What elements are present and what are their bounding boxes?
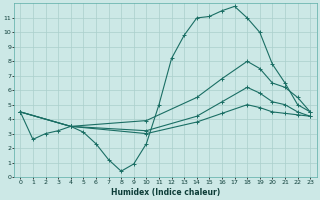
- X-axis label: Humidex (Indice chaleur): Humidex (Indice chaleur): [111, 188, 220, 197]
